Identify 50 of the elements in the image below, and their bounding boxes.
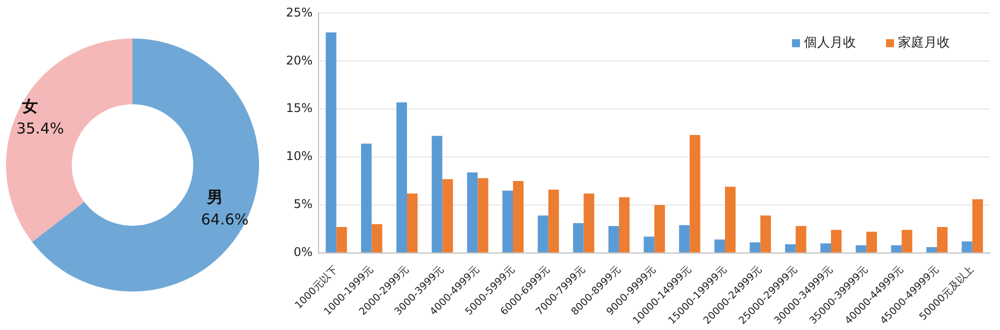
bar [407, 193, 418, 252]
y-tick-label: 20% [286, 53, 313, 68]
data-label: 64.6% [201, 210, 249, 229]
bar [513, 180, 524, 252]
bar [760, 216, 771, 252]
bar [866, 232, 877, 252]
bar [467, 172, 478, 252]
bar [679, 225, 690, 252]
bar [538, 216, 548, 252]
bar [750, 242, 760, 252]
bar [714, 239, 725, 252]
bar [831, 230, 842, 252]
bar [926, 247, 937, 252]
bar [962, 241, 972, 252]
bar [820, 243, 831, 252]
bar [972, 199, 983, 252]
bar [372, 224, 382, 252]
legend-label: 家庭月收 [898, 34, 950, 51]
data-label: 35.4% [16, 119, 64, 138]
bar [396, 102, 408, 252]
y-tick-label: 10% [286, 149, 313, 164]
bar [573, 223, 584, 252]
bar [619, 197, 630, 252]
bar [690, 134, 700, 252]
slice-label: 男 [206, 188, 223, 207]
bar [442, 179, 453, 252]
y-tick-label: 5% [294, 197, 313, 212]
bar [502, 190, 514, 252]
bar [856, 245, 866, 252]
bar [654, 204, 665, 252]
y-tick-label: 0% [294, 245, 313, 260]
bar [937, 227, 948, 252]
bar [584, 193, 594, 252]
bar [902, 230, 912, 252]
bar [644, 236, 654, 252]
bar [891, 245, 902, 252]
y-tick-label: 25% [286, 5, 313, 20]
legend-label: 個人月收 [804, 36, 856, 51]
bar [785, 244, 796, 252]
bar [725, 186, 736, 252]
slice-label: 女 [21, 96, 38, 116]
bar [432, 136, 442, 252]
bar [336, 227, 347, 252]
bar [608, 226, 620, 252]
bar [548, 190, 559, 252]
bar [796, 226, 806, 252]
y-tick-label: 15% [286, 101, 313, 116]
bar [326, 32, 336, 252]
bar [478, 178, 488, 252]
bar [361, 144, 372, 252]
